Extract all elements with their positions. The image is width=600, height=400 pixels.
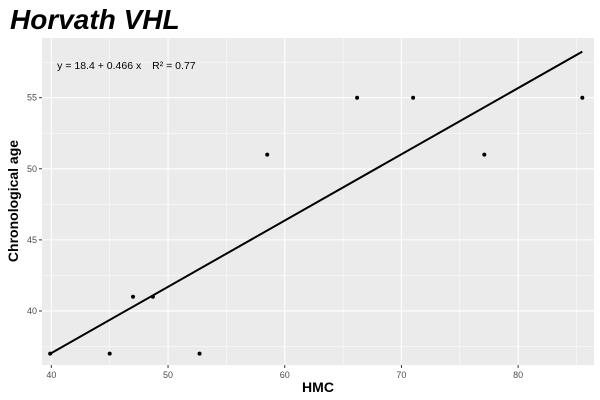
x-tick-label: 60 [280,370,290,380]
y-tick-label: 50 [27,164,37,174]
regression-equation: y = 18.4 + 0.466 x R² = 0.77 [57,60,196,72]
y-tick-label: 40 [27,306,37,316]
minor-gridlines [42,38,594,365]
data-point [197,351,202,356]
data-point [131,294,136,299]
regression-line [49,50,583,355]
equation-text: y = 18.4 + 0.466 x [57,60,142,72]
data-point [355,95,360,100]
x-axis-ticks: 40 50 60 70 80 [46,365,523,380]
x-tick-label: 40 [46,370,56,380]
y-axis-ticks: 40 45 50 55 [27,93,42,316]
y-tick-label: 55 [27,93,37,103]
data-points [48,95,585,356]
chart-title: Horvath VHL [10,4,180,35]
data-point [150,294,155,299]
r-squared-text: R² = 0.77 [152,60,196,72]
x-tick-label: 80 [513,370,523,380]
y-tick-label: 45 [27,235,37,245]
data-point [107,351,112,356]
data-point [411,95,416,100]
data-point [48,351,53,356]
x-axis-title: HMC [302,379,334,395]
y-axis-title: Chronological age [5,140,21,262]
x-tick-label: 70 [396,370,406,380]
data-point [482,152,487,157]
data-point [580,95,585,100]
data-point [265,152,270,157]
x-tick-label: 50 [163,370,173,380]
